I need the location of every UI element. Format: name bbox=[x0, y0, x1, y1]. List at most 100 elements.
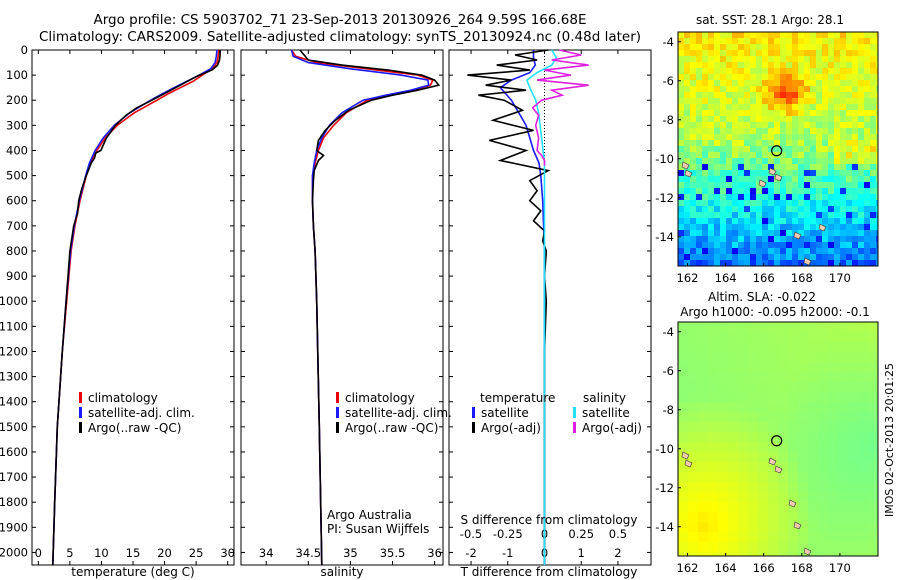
sla-cell bbox=[778, 532, 789, 543]
sst-cell bbox=[768, 224, 775, 231]
sst-cell bbox=[846, 68, 853, 75]
sst-cell bbox=[678, 194, 685, 201]
sst-cell bbox=[762, 176, 769, 183]
sst-cell bbox=[762, 38, 769, 45]
sla-cell bbox=[868, 412, 878, 423]
sst-cell bbox=[732, 86, 739, 93]
sst-cell bbox=[804, 236, 811, 243]
sst-cell bbox=[792, 254, 799, 261]
sst-cell bbox=[846, 74, 853, 81]
sst-cell bbox=[798, 92, 805, 99]
sst-cell bbox=[876, 194, 878, 201]
sla-cell bbox=[688, 552, 699, 556]
sla-cell bbox=[678, 402, 689, 413]
sst-cell bbox=[744, 116, 751, 123]
sst-cell bbox=[876, 56, 878, 63]
sst-cell bbox=[696, 122, 703, 129]
sst-cell bbox=[828, 134, 835, 141]
sst-cell bbox=[738, 92, 745, 99]
sst-cell bbox=[786, 260, 793, 266]
sst-cell bbox=[714, 182, 721, 189]
sst-cell bbox=[768, 206, 775, 213]
sla-cell bbox=[758, 462, 769, 473]
sst-cell bbox=[822, 74, 829, 81]
sst-cell bbox=[708, 152, 715, 159]
sst-cell bbox=[810, 164, 817, 171]
sst-cell bbox=[756, 140, 763, 147]
sla-cell bbox=[828, 362, 839, 373]
sla-cell bbox=[758, 322, 769, 333]
sst-cell bbox=[816, 158, 823, 165]
sla-cell bbox=[798, 332, 809, 343]
sst-cell bbox=[684, 134, 691, 141]
sst-cell bbox=[708, 254, 715, 261]
sla-cell bbox=[718, 432, 729, 443]
sst-cell bbox=[780, 56, 787, 63]
sla-cell bbox=[698, 422, 709, 433]
sla-cell bbox=[758, 352, 769, 363]
sst-cell bbox=[780, 98, 787, 105]
sst-cell bbox=[876, 212, 878, 219]
sst-cell bbox=[768, 104, 775, 111]
sst-cell bbox=[744, 50, 751, 57]
sla-cell bbox=[688, 532, 699, 543]
sla-cell bbox=[768, 352, 779, 363]
salinity-axis-label: salinity bbox=[320, 565, 363, 579]
sst-cell bbox=[726, 158, 733, 165]
sla-cell bbox=[728, 492, 739, 503]
sla-cell bbox=[748, 372, 759, 383]
sst-cell bbox=[840, 140, 847, 147]
sla-cell bbox=[868, 382, 878, 393]
sst-cell bbox=[786, 152, 793, 159]
sla-cell bbox=[798, 472, 809, 483]
sst-cell bbox=[714, 38, 721, 45]
island-shape bbox=[768, 457, 777, 466]
sla-cell bbox=[868, 552, 878, 556]
sla-cell bbox=[778, 392, 789, 403]
sla-cell bbox=[848, 332, 859, 343]
sst-cell bbox=[702, 236, 709, 243]
difference-legend: temperature salinity satellite Argo(-adj… bbox=[472, 391, 642, 435]
sst-cell bbox=[732, 80, 739, 87]
sst-cell bbox=[846, 104, 853, 111]
sst-cell bbox=[708, 110, 715, 117]
sst-cell bbox=[708, 50, 715, 57]
sst-cell bbox=[738, 182, 745, 189]
sst-cell bbox=[780, 248, 787, 255]
sla-cell bbox=[778, 322, 789, 333]
sst-cell bbox=[780, 116, 787, 123]
sst-cell bbox=[762, 248, 769, 255]
sst-cell bbox=[690, 260, 697, 266]
sst-cell bbox=[798, 110, 805, 117]
sst-cell bbox=[798, 248, 805, 255]
sst-cell bbox=[684, 110, 691, 117]
sst-cell bbox=[774, 110, 781, 117]
sst-cell bbox=[834, 176, 841, 183]
sst-cell bbox=[870, 44, 877, 51]
sst-cell bbox=[774, 140, 781, 147]
sla-cell bbox=[858, 442, 869, 453]
sla-cell bbox=[678, 422, 689, 433]
sst-cell bbox=[864, 170, 871, 177]
sla-cell bbox=[798, 412, 809, 423]
sla-cell bbox=[858, 392, 869, 403]
sst-cell bbox=[822, 176, 829, 183]
sst-cell bbox=[864, 80, 871, 87]
sst-cell bbox=[684, 182, 691, 189]
sst-cell bbox=[852, 146, 859, 153]
sst-cell bbox=[858, 86, 865, 93]
sst-cell bbox=[822, 152, 829, 159]
sst-cell bbox=[762, 152, 769, 159]
sst-cell bbox=[840, 164, 847, 171]
sla-cell bbox=[778, 502, 789, 513]
sst-cell bbox=[756, 230, 763, 237]
sst-cell bbox=[840, 212, 847, 219]
sla-cell bbox=[818, 542, 829, 553]
sst-cell bbox=[804, 218, 811, 225]
sla-cell bbox=[748, 322, 759, 333]
sst-cell bbox=[684, 38, 691, 45]
sla-cell bbox=[748, 342, 759, 353]
sst-cell bbox=[852, 140, 859, 147]
sst-cell bbox=[714, 74, 721, 81]
sst-cell bbox=[702, 32, 709, 39]
